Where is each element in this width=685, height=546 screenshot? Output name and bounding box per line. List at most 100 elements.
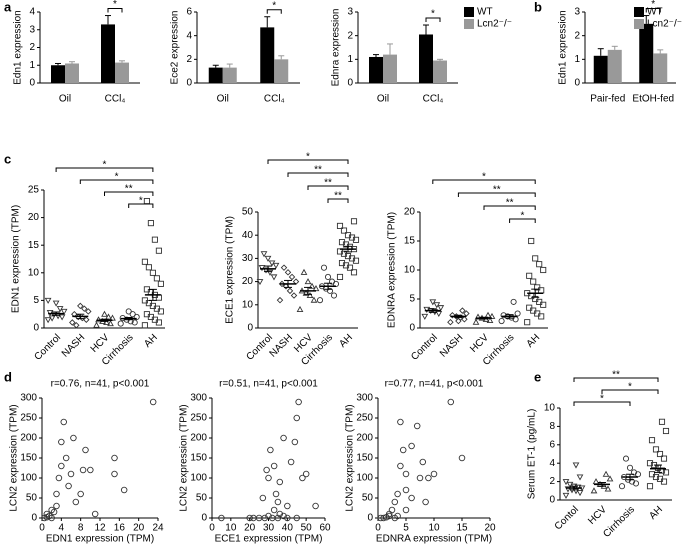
y-tick-label: 200 — [356, 433, 373, 444]
data-point — [87, 466, 94, 474]
significance-bracket — [287, 172, 349, 177]
x-tick-label: 50 — [301, 523, 313, 534]
x-tick-label: Oil — [59, 94, 71, 105]
data-point — [46, 310, 54, 317]
data-point — [153, 275, 160, 282]
y-tick-label: 2 — [574, 30, 580, 41]
data-point — [413, 422, 421, 430]
y-tick-label: 2 — [29, 42, 35, 53]
data-point — [280, 512, 287, 520]
legend-label: Lcn2⁻/⁻ — [477, 19, 512, 30]
y-tick-label: 0 — [347, 78, 353, 89]
chart-title: r=0.77, n=41, p<0.001 — [385, 379, 484, 390]
data-point — [280, 264, 288, 271]
y-tick-label: 3 — [574, 7, 580, 18]
data-point — [133, 313, 140, 321]
significance-label: ** — [506, 198, 514, 209]
data-point — [380, 514, 387, 522]
y-axis-label: EDNRA expression (TPM) — [387, 212, 398, 328]
y-axis-label: Ednra expression — [331, 9, 342, 87]
data-point — [459, 307, 466, 314]
y-tick-label: 0 — [33, 323, 39, 334]
y-tick-label: 0 — [409, 323, 415, 334]
data-point — [618, 483, 626, 490]
data-point — [117, 320, 124, 327]
y-tick-label: 10 — [544, 403, 556, 414]
legend-label: Lcn2⁻/⁻ — [647, 19, 682, 30]
y-tick-label: 150 — [20, 453, 37, 464]
significance-label: * — [113, 0, 117, 10]
data-point — [338, 259, 346, 267]
data-point — [131, 319, 138, 326]
x-tick-label: 12 — [94, 523, 106, 534]
data-point — [69, 319, 76, 326]
data-point — [52, 300, 60, 307]
y-tick-label: 150 — [190, 453, 207, 464]
x-tick-label: AH — [525, 332, 543, 350]
significance-bracket — [327, 198, 349, 203]
data-point — [662, 469, 670, 476]
y-tick-label: 0 — [247, 323, 253, 334]
data-point — [592, 478, 600, 485]
data-point — [67, 470, 75, 478]
y-axis-label: Serum ET-1 (pg/mL) — [527, 409, 538, 500]
significance-label: ** — [334, 191, 342, 202]
data-point — [350, 269, 358, 276]
data-point — [394, 512, 401, 520]
x-tick-label: 30 — [263, 523, 275, 534]
x-tick-label: 10 — [225, 523, 237, 534]
data-point — [536, 261, 543, 268]
data-point — [270, 506, 278, 514]
data-point — [103, 318, 110, 326]
significance-bracket — [483, 205, 536, 210]
legend-swatch — [464, 7, 474, 17]
data-point — [449, 312, 456, 319]
bar — [369, 56, 383, 83]
data-point — [310, 296, 318, 303]
data-point — [65, 482, 72, 490]
data-point — [290, 292, 298, 299]
data-point — [422, 498, 429, 506]
significance-label: * — [306, 152, 310, 163]
data-point — [340, 227, 348, 234]
data-point — [408, 494, 415, 502]
y-axis-label: Edn1 expression — [13, 10, 24, 85]
data-point — [419, 458, 427, 466]
x-tick-label: HCV — [468, 332, 491, 355]
data-point — [435, 310, 443, 318]
data-point — [267, 446, 274, 454]
y-tick-label: 25 — [28, 185, 40, 196]
data-point — [157, 280, 164, 287]
data-point — [111, 470, 118, 478]
significance-bracket — [601, 389, 659, 394]
data-point — [421, 313, 429, 320]
x-tick-label: NASH — [268, 332, 295, 359]
y-tick-label: 0 — [574, 78, 580, 89]
y-tick-label: 1 — [574, 54, 580, 65]
x-tick-label: NASH — [60, 332, 87, 359]
x-tick-label: 4 — [59, 523, 65, 534]
data-point — [484, 311, 492, 318]
data-point — [287, 458, 295, 466]
bar — [639, 23, 654, 83]
data-point — [397, 418, 404, 426]
x-tick-label: NASH — [438, 332, 465, 359]
panel-label: e — [534, 369, 541, 384]
data-point — [276, 478, 284, 486]
data-point — [316, 297, 324, 304]
y-tick-label: 50 — [26, 493, 38, 504]
data-point — [284, 269, 292, 276]
data-point — [246, 514, 253, 522]
x-tick-label: 0 — [39, 523, 45, 534]
x-tick-label: Control — [244, 332, 275, 363]
bar — [383, 54, 397, 83]
y-tick-label: 300 — [20, 393, 37, 404]
y-axis-label: LCN2 expression (TPM) — [179, 404, 190, 511]
panel-label: d — [4, 369, 12, 384]
data-point — [498, 317, 505, 325]
y-tick-label: 100 — [356, 473, 373, 484]
data-point — [590, 487, 598, 494]
data-point — [276, 296, 284, 304]
y-tick-label: 300 — [356, 393, 373, 404]
y-tick-label: 8 — [549, 421, 555, 432]
